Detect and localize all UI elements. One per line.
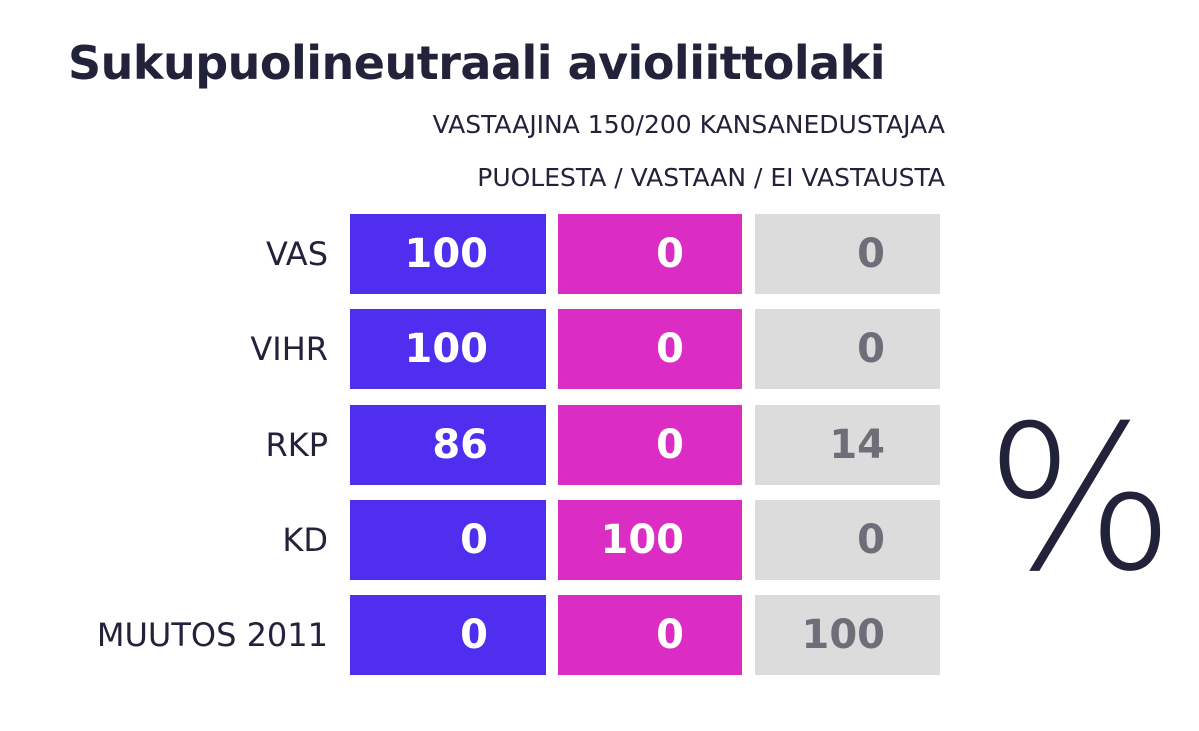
row-label: RKP (265, 425, 328, 464)
value-cell: 0 (755, 214, 940, 294)
subtitle: VASTAAJINA 150/200 KANSANEDUSTAJAA (432, 110, 945, 139)
value-cell: 0 (350, 499, 546, 580)
legend: PUOLESTA / VASTAAN / EI VASTAUSTA (477, 163, 945, 192)
value-cell: 0 (558, 595, 742, 676)
value-cell: 100 (755, 595, 940, 676)
title: Sukupuolineutraali avioliittolaki (68, 36, 885, 90)
value-cell: 0 (558, 404, 742, 485)
row-label: VAS (265, 235, 328, 273)
value-cell: 0 (558, 309, 742, 390)
value-cell: 14 (755, 404, 940, 485)
value-cell: 100 (350, 214, 546, 294)
row-label: MUUTOS 2011 (96, 616, 328, 655)
value-cell: 0 (755, 499, 940, 580)
row-label: KD (282, 520, 328, 559)
value-cell: 0 (755, 309, 940, 390)
value-cell: 0 (350, 595, 546, 676)
row-label: VIHR (250, 330, 328, 369)
value-cell: 100 (350, 309, 546, 390)
value-cell: 100 (558, 499, 742, 580)
value-cell: 86 (350, 404, 546, 485)
value-cell: 0 (558, 214, 742, 294)
unit-symbol: % (985, 383, 1176, 616)
